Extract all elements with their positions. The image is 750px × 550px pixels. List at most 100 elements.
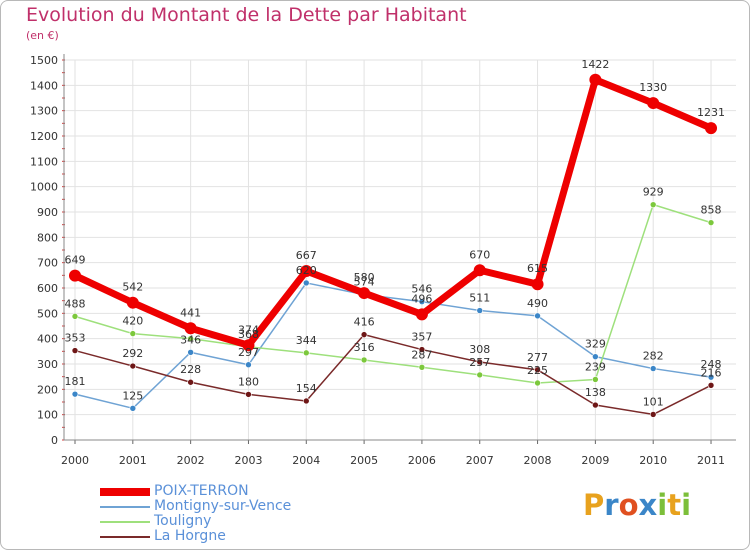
data-point [592,376,599,383]
data-point [69,269,81,282]
data-label: 511 [469,292,490,305]
legend-label: Touligny [154,513,212,529]
data-point [245,361,252,369]
data-label: 858 [701,204,722,217]
data-label: 228 [180,363,201,376]
series-line-2 [74,203,712,384]
series-line-1 [74,282,712,410]
data-point [649,201,657,208]
legend-swatch [100,521,150,523]
legend-label: La Horgne [154,528,226,544]
data-label: 308 [469,343,490,356]
data-point [187,349,194,356]
data-point [71,390,79,398]
data-label: 580 [354,271,375,284]
data-point [647,97,660,110]
data-point [71,347,79,354]
data-point [705,122,718,135]
x-tick-label: 2004 [292,454,320,467]
data-label: 180 [238,375,259,388]
legend-label: POIX-TERRON [154,483,249,499]
data-point [418,346,426,353]
data-point [129,362,137,370]
data-label: 496 [411,292,432,305]
data-point [707,373,715,381]
data-point [129,405,137,412]
data-point [187,335,194,342]
x-tick-label: 2007 [466,454,494,467]
data-label: 101 [643,395,664,408]
data-point [649,365,657,372]
data-point [476,371,484,379]
data-point [245,391,252,398]
data-point [534,366,541,374]
data-point [129,330,137,337]
x-tick-label: 2010 [639,454,667,467]
data-label: 667 [296,249,317,262]
data-point [592,353,599,360]
logo-letter: i [681,488,692,522]
data-label: 615 [527,262,548,275]
x-tick-label: 2002 [177,454,205,467]
data-point [302,279,310,287]
data-label: 649 [65,254,86,267]
y-tick-label: 800 [37,231,58,244]
x-tick-label: 2009 [581,454,609,467]
y-tick-label: 1200 [30,130,58,143]
y-tick-label: 400 [37,333,58,346]
proxiti-logo: Proxiti [583,488,691,522]
data-label: 138 [585,386,606,399]
logo-letter: r [604,488,619,522]
data-point [418,363,426,371]
data-label: 239 [585,360,606,373]
data-point [534,312,541,320]
data-label: 490 [527,297,548,310]
chart-subtitle: (en €) [26,29,59,42]
data-label: 670 [469,248,490,261]
y-tick-label: 1500 [30,54,58,67]
y-tick-label: 500 [37,307,58,320]
data-label: 216 [701,366,722,379]
y-tick-label: 1000 [30,181,58,194]
legend-swatch [100,536,150,538]
data-label: 1231 [697,106,725,119]
data-label: 420 [122,315,143,328]
data-label: 353 [65,332,86,345]
data-label: 292 [122,347,143,360]
x-tick-label: 2000 [61,454,89,467]
data-label: 248 [701,358,722,371]
data-point [242,339,255,352]
data-point [126,296,139,309]
data-label: 357 [411,331,432,344]
data-point [418,298,426,305]
data-point [300,265,313,278]
x-tick-label: 2001 [119,454,147,467]
data-label: 488 [65,297,86,310]
x-tick-label: 2003 [234,454,262,467]
data-label: 344 [296,334,317,347]
logo-letter: o [618,488,639,522]
y-tick-label: 0 [51,434,58,447]
data-point [649,411,657,418]
logo-letter: i [657,488,668,522]
y-tick-label: 1100 [30,155,58,168]
legend-swatch [100,488,150,496]
y-tick-label: 700 [37,257,58,270]
data-point [534,379,541,387]
y-tick-label: 200 [37,383,58,396]
legend-label: Montigny-sur-Vence [154,498,292,514]
y-tick-label: 1300 [30,105,58,118]
data-label: 287 [411,348,432,361]
data-label: 282 [643,350,664,363]
data-label: 374 [238,323,259,336]
x-tick-label: 2011 [697,454,725,467]
data-point [302,397,310,405]
data-point [592,401,599,409]
data-label: 542 [122,281,143,294]
data-point [187,378,194,386]
x-tick-label: 2005 [350,454,378,467]
data-label: 416 [354,316,375,329]
data-label: 1422 [581,58,609,71]
data-label: 546 [411,283,432,296]
data-label: 441 [180,306,201,319]
